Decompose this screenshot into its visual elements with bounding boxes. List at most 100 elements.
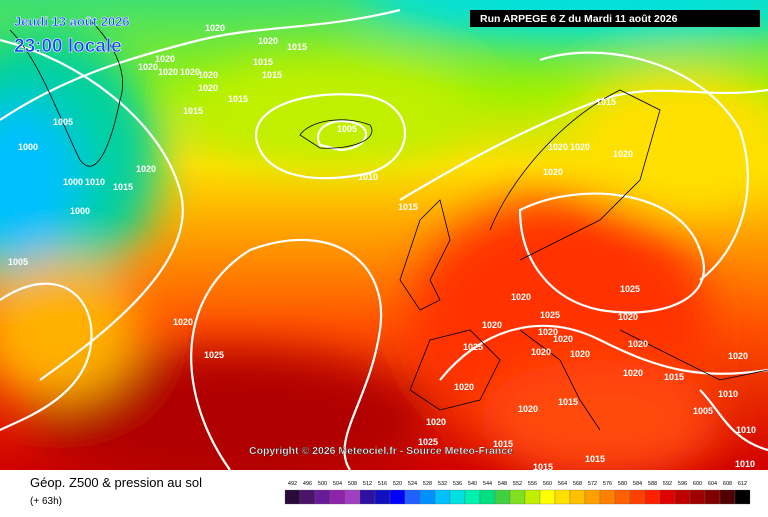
scale-swatch <box>659 489 676 505</box>
scale-label: 556 <box>528 481 537 487</box>
isobar-label: 1020 <box>180 67 200 77</box>
isobar-label: 1025 <box>540 310 560 320</box>
isobar-label: 1020 <box>728 351 748 361</box>
isobar-label: 1010 <box>735 459 755 469</box>
scale-label: 512 <box>363 481 372 487</box>
isobar-label: 1010 <box>358 172 378 182</box>
isobar-label: 1015 <box>228 94 248 104</box>
scale-label: 592 <box>663 481 672 487</box>
scale-swatch <box>674 489 691 505</box>
isobar-label: 1015 <box>533 462 553 472</box>
scale-swatch <box>464 489 481 505</box>
isobar-label: 1020 <box>198 83 218 93</box>
isobar-label: 1025 <box>204 350 224 360</box>
isobar-label: 1005 <box>337 124 357 134</box>
scale-label: 508 <box>348 481 357 487</box>
isobar-label: 1020 <box>173 317 193 327</box>
scale-swatch <box>329 489 346 505</box>
isobar-label: 1020 <box>454 382 474 392</box>
isobar-label: 1020 <box>613 149 633 159</box>
scale-swatch <box>584 489 601 505</box>
scale-label: 564 <box>558 481 567 487</box>
isobar-label: 1020 <box>543 167 563 177</box>
scale-swatch <box>449 489 466 505</box>
isobar-label: 1025 <box>463 342 483 352</box>
scale-swatch <box>554 489 571 505</box>
scale-swatch <box>734 489 751 505</box>
scale-swatch <box>284 489 301 505</box>
isobar-label: 1015 <box>558 397 578 407</box>
scale-swatch <box>629 489 646 505</box>
isobar-label: 1015 <box>262 70 282 80</box>
scale-label: 612 <box>738 481 747 487</box>
isobar-label: 1005 <box>693 406 713 416</box>
isobar-label: 1015 <box>183 106 203 116</box>
scale-label: 540 <box>468 481 477 487</box>
isobar-label: 1020 <box>628 339 648 349</box>
scale-swatch <box>644 489 661 505</box>
scale-label: 604 <box>708 481 717 487</box>
scale-label: 608 <box>723 481 732 487</box>
isobar-label: 1015 <box>585 454 605 464</box>
scale-label: 552 <box>513 481 522 487</box>
scale-swatch <box>359 489 376 505</box>
scale-swatch <box>509 489 526 505</box>
scale-label: 596 <box>678 481 687 487</box>
scale-label: 572 <box>588 481 597 487</box>
scale-swatch <box>689 489 706 505</box>
isobar-label: 1020 <box>518 404 538 414</box>
isobar-label: 1015 <box>664 372 684 382</box>
scale-swatch <box>419 489 436 505</box>
isobar-label: 1015 <box>493 439 513 449</box>
isobar-label: 1020 <box>158 67 178 77</box>
isobar-label: 1010 <box>718 389 738 399</box>
isobars <box>0 8 768 470</box>
scale-label: 584 <box>633 481 642 487</box>
isobar-label: 1020 <box>553 334 573 344</box>
isobar-label: 1015 <box>287 42 307 52</box>
isobar-label: 1010 <box>85 177 105 187</box>
isobar-label: 1020 <box>136 164 156 174</box>
scale-label: 504 <box>333 481 342 487</box>
scale-label: 568 <box>573 481 582 487</box>
scale-swatch <box>299 489 316 505</box>
scale-label: 520 <box>393 481 402 487</box>
isobar-label: 1015 <box>113 182 133 192</box>
isobar-label: 1020 <box>155 54 175 64</box>
scale-label: 544 <box>483 481 492 487</box>
forecast-time: 23:00 locale <box>14 36 122 57</box>
scale-swatch <box>344 489 361 505</box>
footer-lead: (+ 63h) <box>30 496 62 507</box>
isobar-label: 1020 <box>623 368 643 378</box>
scale-swatch <box>434 489 451 505</box>
isobar-label: 1020 <box>511 292 531 302</box>
scale-swatch <box>404 489 421 505</box>
scale-swatch <box>569 489 586 505</box>
forecast-date: Jeudi 13 août 2026 <box>14 14 130 29</box>
scale-swatch <box>719 489 736 505</box>
isobar-label: 1020 <box>258 36 278 46</box>
scale-swatch <box>494 489 511 505</box>
isobar-label: 1010 <box>736 425 756 435</box>
copyright: Copyright © 2026 Meteociel.fr - Source M… <box>249 445 513 457</box>
isobar-label: 1015 <box>398 202 418 212</box>
isobar-label: 1020 <box>482 320 502 330</box>
footer-title: Géop. Z500 & pression au sol <box>30 475 202 490</box>
scale-swatch <box>614 489 631 505</box>
isobar-label: 1020 <box>531 347 551 357</box>
scale-swatch <box>374 489 391 505</box>
scale-swatch <box>524 489 541 505</box>
isobar-label: 1000 <box>70 206 90 216</box>
scale-label: 500 <box>318 481 327 487</box>
isobar-label: 1020 <box>198 70 218 80</box>
scale-swatch <box>479 489 496 505</box>
scale-swatch <box>314 489 331 505</box>
isobar-label: 1020 <box>205 23 225 33</box>
scale-swatch <box>704 489 721 505</box>
scale-label: 576 <box>603 481 612 487</box>
scale-label: 528 <box>423 481 432 487</box>
